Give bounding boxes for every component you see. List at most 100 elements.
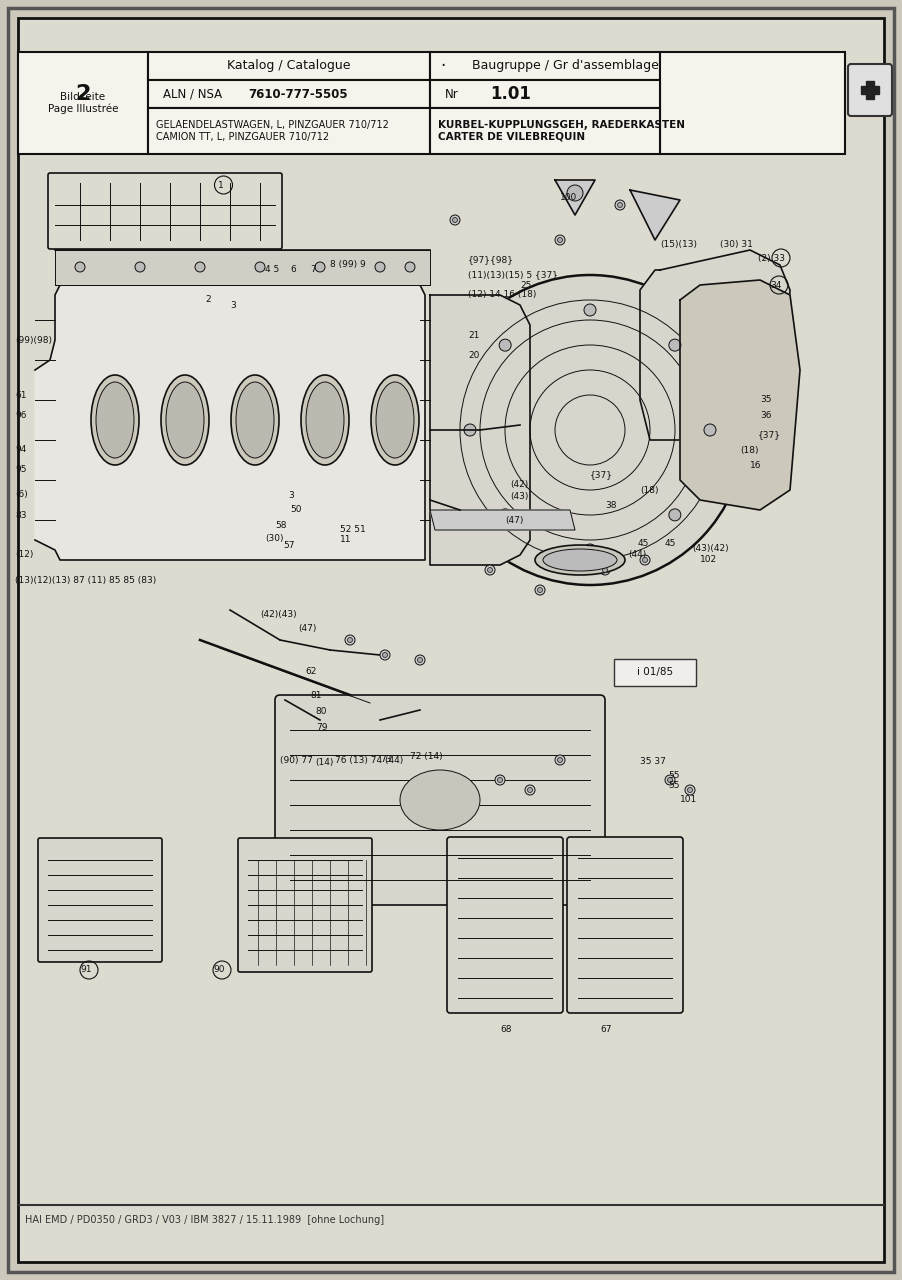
Text: HAI EMD / PD0350 / GRD3 / V03 / IBM 3827 / 15.11.1989  [ohne Lochung]: HAI EMD / PD0350 / GRD3 / V03 / IBM 3827… — [25, 1215, 384, 1225]
Circle shape — [603, 567, 608, 572]
Bar — [18, 52, 148, 154]
Ellipse shape — [96, 381, 134, 458]
Text: (2) 33: (2) 33 — [758, 253, 785, 262]
Circle shape — [380, 650, 390, 660]
Circle shape — [453, 218, 457, 223]
Circle shape — [75, 262, 85, 271]
Text: 102: 102 — [700, 556, 717, 564]
Ellipse shape — [371, 375, 419, 465]
FancyBboxPatch shape — [38, 838, 162, 963]
Text: (6): (6) — [15, 490, 28, 499]
Text: 55: 55 — [668, 771, 679, 780]
Text: (15)(13): (15)(13) — [660, 241, 697, 250]
Text: KURBEL-KUPPLUNGSGEH, RAEDERKASTEN
CARTER DE VILEBREQUIN: KURBEL-KUPPLUNGSGEH, RAEDERKASTEN CARTER… — [438, 120, 685, 142]
Text: (12) 14 16 (18): (12) 14 16 (18) — [468, 291, 537, 300]
Circle shape — [685, 785, 695, 795]
Text: 1: 1 — [218, 180, 224, 189]
Text: 79: 79 — [316, 722, 327, 731]
Circle shape — [415, 655, 425, 666]
Polygon shape — [680, 280, 800, 509]
Text: (11)(13)(15) 5 {37}: (11)(13)(15) 5 {37} — [468, 270, 558, 279]
Text: 90: 90 — [213, 965, 225, 974]
FancyBboxPatch shape — [848, 64, 892, 116]
Polygon shape — [35, 285, 425, 561]
Bar — [430, 108, 660, 154]
Circle shape — [135, 262, 145, 271]
Text: Baugruppe / Gr d'assemblage: Baugruppe / Gr d'assemblage — [472, 59, 658, 73]
Text: 91: 91 — [80, 965, 91, 974]
Circle shape — [600, 564, 610, 575]
Text: 8 (99) 9: 8 (99) 9 — [330, 261, 365, 270]
Text: 52 51: 52 51 — [340, 526, 365, 535]
Text: 45: 45 — [638, 539, 649, 548]
Polygon shape — [640, 250, 790, 440]
Polygon shape — [555, 180, 595, 215]
Circle shape — [665, 774, 675, 785]
Text: 62: 62 — [305, 667, 317, 677]
Circle shape — [640, 556, 650, 564]
Text: 34: 34 — [770, 280, 781, 289]
Polygon shape — [630, 189, 680, 241]
Text: (47): (47) — [298, 623, 317, 632]
Text: (18): (18) — [640, 485, 658, 494]
Text: (44): (44) — [628, 550, 646, 559]
Circle shape — [499, 509, 511, 521]
Text: 96: 96 — [15, 411, 26, 420]
Text: {97}{98}: {97}{98} — [468, 256, 514, 265]
Bar — [148, 52, 430, 79]
Circle shape — [557, 238, 563, 242]
Text: 36: 36 — [760, 411, 771, 420]
Bar — [430, 52, 660, 79]
Ellipse shape — [236, 381, 274, 458]
Text: 35 37: 35 37 — [640, 758, 666, 767]
Circle shape — [375, 262, 385, 271]
Text: (13)(12)(13) 87 (11) 85 85 (83): (13)(12)(13) 87 (11) 85 85 (83) — [15, 576, 156, 585]
Text: (14): (14) — [315, 759, 334, 768]
Text: 3: 3 — [288, 490, 294, 499]
Text: 2: 2 — [205, 296, 211, 305]
Text: 45: 45 — [665, 539, 676, 548]
Circle shape — [567, 186, 583, 201]
Ellipse shape — [231, 375, 279, 465]
Circle shape — [557, 758, 563, 763]
Circle shape — [669, 509, 681, 521]
Text: 16: 16 — [750, 461, 761, 470]
FancyBboxPatch shape — [447, 837, 563, 1012]
Circle shape — [345, 635, 355, 645]
FancyBboxPatch shape — [614, 659, 696, 686]
Text: {37}: {37} — [758, 430, 781, 439]
Circle shape — [499, 339, 511, 351]
Bar — [866, 81, 874, 99]
Circle shape — [450, 215, 460, 225]
Text: Katalog / Catalogue: Katalog / Catalogue — [227, 59, 351, 73]
Text: 21: 21 — [468, 330, 479, 339]
Ellipse shape — [376, 381, 414, 458]
Ellipse shape — [166, 381, 204, 458]
Text: (30): (30) — [265, 534, 283, 543]
Text: 7610-777-5505: 7610-777-5505 — [248, 87, 347, 101]
Text: i 01/85: i 01/85 — [637, 667, 673, 677]
Text: 100: 100 — [560, 193, 577, 202]
Text: 58: 58 — [275, 521, 287, 530]
Text: 3: 3 — [230, 301, 235, 310]
Ellipse shape — [301, 375, 349, 465]
FancyBboxPatch shape — [48, 173, 282, 250]
Circle shape — [195, 262, 205, 271]
Text: (90) 77: (90) 77 — [280, 755, 313, 764]
Circle shape — [618, 202, 622, 207]
Circle shape — [584, 303, 596, 316]
Text: 73: 73 — [380, 755, 391, 764]
Text: Nr: Nr — [445, 87, 459, 101]
Text: ALN / NSA: ALN / NSA — [163, 87, 222, 101]
Text: 68: 68 — [500, 1025, 511, 1034]
FancyBboxPatch shape — [567, 837, 683, 1012]
FancyBboxPatch shape — [238, 838, 372, 972]
Text: 2: 2 — [75, 84, 91, 104]
Text: (43): (43) — [510, 493, 529, 502]
Polygon shape — [430, 509, 575, 530]
Text: 57: 57 — [283, 540, 294, 549]
Text: (43)(42): (43)(42) — [692, 544, 729, 553]
Circle shape — [704, 424, 716, 436]
Text: 11: 11 — [340, 535, 352, 544]
Text: 83: 83 — [15, 511, 26, 520]
